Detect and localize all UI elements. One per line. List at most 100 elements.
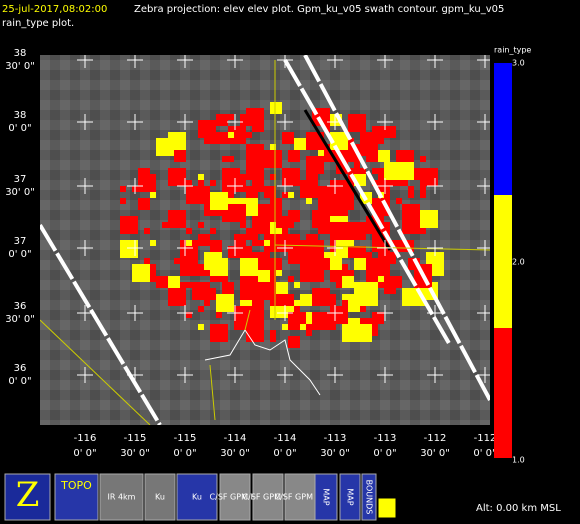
button-face bbox=[219, 473, 251, 521]
rain-cell bbox=[408, 204, 414, 210]
toolbar-button[interactable]: MAP bbox=[314, 473, 338, 521]
rain-cell bbox=[312, 288, 324, 300]
rain-cell bbox=[384, 162, 402, 180]
x-tick-label: 30' 0" bbox=[120, 448, 150, 459]
rain-cell bbox=[168, 210, 186, 228]
rain-cell bbox=[324, 294, 336, 306]
rain-cell bbox=[282, 168, 300, 186]
grid-cross bbox=[327, 55, 343, 68]
grid-cross bbox=[427, 367, 443, 383]
grid-cross bbox=[277, 240, 293, 256]
y-tick-label: 36 bbox=[14, 301, 27, 312]
toolbar-button[interactable]: C/SF GPM Ku bbox=[275, 473, 326, 521]
button-face bbox=[54, 473, 99, 521]
rain-cell bbox=[264, 240, 270, 246]
rain-cell bbox=[210, 276, 216, 282]
grid-cross bbox=[427, 114, 443, 130]
y-tick-label: 0' 0" bbox=[8, 249, 31, 260]
x-tick-label: 30' 0" bbox=[220, 448, 250, 459]
rain-cell bbox=[216, 276, 222, 282]
rain-cell bbox=[300, 324, 306, 330]
border bbox=[40, 319, 151, 425]
rain-cell bbox=[216, 192, 228, 204]
grid-button[interactable] bbox=[377, 497, 397, 519]
x-tick-label: -115 bbox=[124, 433, 147, 444]
grid-cross bbox=[477, 305, 490, 321]
toolbar-button[interactable]: C/SF GPM Ku bbox=[210, 473, 261, 521]
rain-cell bbox=[408, 192, 414, 198]
toolbar-button[interactable]: Z bbox=[4, 473, 51, 521]
rain-cell bbox=[270, 258, 282, 270]
rain-cell bbox=[300, 294, 312, 306]
button-face bbox=[314, 473, 338, 521]
y-tick-label: 30' 0" bbox=[5, 314, 35, 325]
rain-cell bbox=[192, 282, 210, 300]
rain-cell bbox=[396, 156, 402, 162]
rain-cell bbox=[228, 156, 234, 162]
time: 25-jul-2017,08:02:00 bbox=[2, 4, 107, 15]
rain-cell bbox=[408, 294, 414, 300]
swath-edge bbox=[40, 223, 162, 425]
button-face bbox=[252, 473, 284, 521]
toolbar-button[interactable]: MAP bbox=[339, 473, 361, 521]
rain-cell bbox=[294, 234, 300, 240]
rain-cell bbox=[354, 282, 360, 288]
rain-cell bbox=[378, 150, 390, 162]
x-tick-label: -114 bbox=[224, 433, 247, 444]
rain-cell bbox=[348, 120, 360, 132]
swath-edge bbox=[303, 55, 490, 401]
rain-cell bbox=[384, 252, 396, 264]
grid-cross bbox=[377, 305, 393, 321]
grid-cross bbox=[227, 114, 243, 130]
rain-cell bbox=[180, 294, 186, 300]
rain-cell bbox=[228, 204, 246, 222]
grid-cross bbox=[227, 305, 243, 321]
rain-cell bbox=[180, 246, 198, 264]
rain-cell bbox=[342, 300, 348, 306]
swath-edge bbox=[283, 58, 452, 347]
x-tick-label: -113 bbox=[324, 433, 347, 444]
toolbar-button[interactable]: Ku bbox=[144, 473, 176, 521]
colorbar-title: rain_type bbox=[494, 46, 531, 55]
rain-cell bbox=[252, 180, 264, 192]
rain-cell bbox=[198, 222, 204, 228]
rain-cell bbox=[306, 198, 312, 204]
rain-cell bbox=[270, 144, 276, 150]
grid-cross bbox=[427, 240, 443, 256]
toolbar-button[interactable]: C/SF GPM Ku bbox=[243, 473, 294, 521]
grid-cross bbox=[377, 367, 393, 383]
x-tick-label: 0' 0" bbox=[373, 448, 396, 459]
rain-cell bbox=[120, 198, 126, 204]
rain-cell bbox=[276, 216, 282, 222]
toolbar-button[interactable]: IR 4km bbox=[99, 473, 144, 521]
rain-cell bbox=[210, 240, 222, 252]
rain-cell bbox=[180, 150, 186, 156]
grid-cross bbox=[427, 178, 443, 194]
rain-cell bbox=[288, 336, 300, 348]
rain-cell bbox=[312, 312, 330, 330]
rain-cell bbox=[246, 132, 252, 138]
grid-cross bbox=[127, 305, 143, 321]
rain-cell bbox=[276, 282, 288, 294]
toolbar-button[interactable]: Ku bbox=[176, 473, 218, 521]
rain-cell bbox=[246, 108, 264, 126]
rain-cell bbox=[234, 234, 246, 246]
y-tick-label: 0' 0" bbox=[8, 376, 31, 387]
grid-cross bbox=[427, 305, 443, 321]
grid-cross bbox=[227, 55, 243, 68]
rain-cell bbox=[390, 276, 402, 288]
toolbar-button[interactable]: TOPO bbox=[54, 473, 99, 521]
rain-cell bbox=[120, 186, 126, 192]
toolbar-button[interactable]: BOUNDS bbox=[361, 473, 377, 521]
rain-cell bbox=[186, 312, 192, 318]
rain-cell bbox=[198, 120, 216, 138]
grid-cross bbox=[377, 55, 393, 68]
grid-cross bbox=[227, 178, 243, 194]
rain-cell bbox=[348, 204, 354, 210]
rain-cell bbox=[222, 276, 228, 282]
rain-cell bbox=[216, 132, 228, 144]
rain-cell bbox=[186, 240, 192, 246]
cross-section bbox=[303, 109, 392, 251]
colorbar-segment bbox=[494, 63, 512, 195]
rain-cell bbox=[210, 324, 228, 342]
